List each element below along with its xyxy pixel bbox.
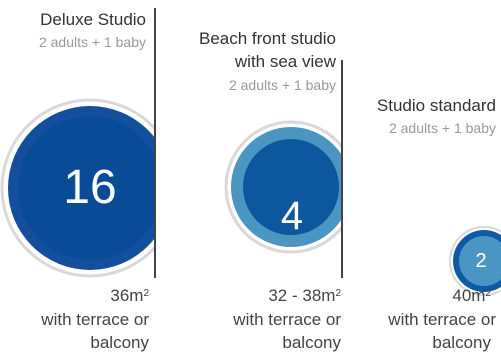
beach-front-studio-occupancy: 2 adults + 1 baby bbox=[228, 77, 336, 93]
beach-front-studio-title-line1: Beach front studio bbox=[198, 29, 336, 48]
beach-front-studio-feature-line1: with terrace or bbox=[233, 310, 341, 329]
beach-front-studio-area: 32 - 38m2 bbox=[268, 286, 341, 305]
studio-standard-feature-line2: balcony bbox=[432, 333, 491, 352]
deluxe-studio-title: Deluxe Studio bbox=[40, 10, 146, 29]
studio-standard-area: 40m2 bbox=[452, 286, 491, 305]
studio-standard-title: Studio standard bbox=[376, 96, 496, 115]
deluxe-divider bbox=[154, 8, 156, 278]
deluxe-studio-count: 16 bbox=[63, 161, 117, 214]
deluxe-studio-area: 36m2 bbox=[110, 286, 149, 305]
deluxe-studio-occupancy: 2 adults + 1 baby bbox=[38, 34, 146, 50]
beach-front-studio-title-line2: with sea view bbox=[234, 52, 336, 71]
deluxe-studio-feature-line1: with terrace or bbox=[41, 310, 149, 329]
studio-standard-feature-line1: with terrace or bbox=[388, 310, 496, 329]
beach-front-studio-feature-line2: balcony bbox=[282, 333, 341, 352]
deluxe-studio-feature-line2: balcony bbox=[90, 333, 149, 352]
deluxe-studio-bubble bbox=[0, 98, 155, 278]
studio-standard-occupancy: 2 adults + 1 baby bbox=[388, 120, 496, 136]
beach-divider bbox=[341, 60, 343, 278]
studio-standard-bubble bbox=[449, 226, 501, 296]
studio-standard-count: 2 bbox=[475, 250, 487, 272]
beach-front-studio-count: 4 bbox=[280, 194, 304, 238]
beach-front-studio-bubble bbox=[224, 120, 342, 254]
